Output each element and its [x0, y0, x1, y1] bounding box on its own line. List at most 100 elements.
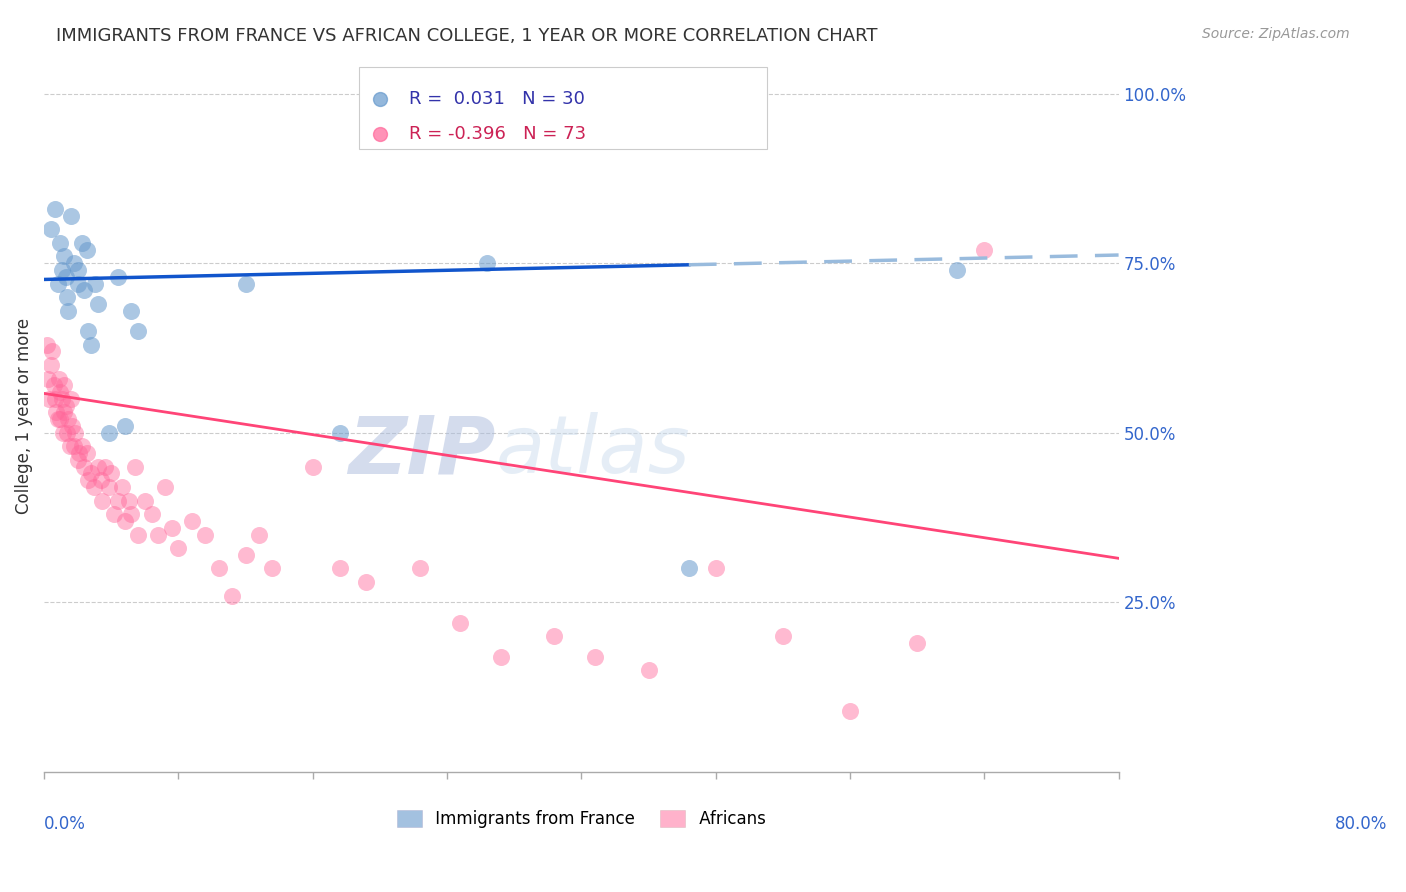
Point	[76, 446, 98, 460]
Point	[80, 467, 103, 481]
Point	[62, 439, 84, 453]
Point	[103, 507, 125, 521]
Point	[127, 527, 149, 541]
Point	[77, 324, 100, 338]
Point	[41, 344, 63, 359]
Point	[87, 297, 110, 311]
Point	[477, 256, 499, 270]
Point	[97, 425, 120, 440]
Point	[120, 303, 142, 318]
Point	[53, 249, 76, 263]
Point	[52, 425, 75, 440]
Text: ZIP: ZIP	[349, 412, 495, 491]
Point	[93, 459, 115, 474]
Point	[89, 473, 111, 487]
Point	[208, 561, 231, 575]
Point	[329, 561, 352, 575]
Point	[356, 575, 378, 590]
Point	[80, 337, 103, 351]
Point	[301, 459, 323, 474]
Point	[704, 561, 727, 575]
Point	[194, 527, 217, 541]
Point	[167, 541, 190, 556]
Point	[221, 589, 243, 603]
Point	[51, 263, 73, 277]
Bar	[359, 67, 768, 149]
Point	[114, 514, 136, 528]
Point	[114, 419, 136, 434]
Point	[67, 446, 90, 460]
Text: R = -0.396   N = 73: R = -0.396 N = 73	[409, 126, 586, 144]
Text: 80.0%: 80.0%	[1334, 814, 1388, 833]
Point	[48, 371, 70, 385]
Point	[62, 256, 84, 270]
Point	[46, 277, 69, 291]
Point	[118, 493, 141, 508]
Point	[247, 527, 270, 541]
Point	[124, 459, 146, 474]
Point	[134, 493, 156, 508]
Point	[59, 439, 82, 453]
Point	[49, 235, 72, 250]
Point	[90, 493, 112, 508]
Point	[489, 649, 512, 664]
Point	[153, 480, 176, 494]
Text: atlas: atlas	[495, 412, 690, 491]
Point	[55, 399, 77, 413]
Point	[637, 663, 659, 677]
Point	[973, 243, 995, 257]
Point	[450, 615, 472, 630]
Point	[839, 704, 862, 718]
Point	[66, 263, 89, 277]
Point	[63, 425, 86, 440]
Point	[235, 277, 257, 291]
Point	[97, 480, 120, 494]
Point	[53, 405, 76, 419]
Point	[141, 507, 163, 521]
Point	[73, 283, 96, 297]
Point	[235, 548, 257, 562]
Point	[100, 467, 122, 481]
Text: Source: ZipAtlas.com: Source: ZipAtlas.com	[1202, 27, 1350, 41]
Point	[160, 521, 183, 535]
Point	[70, 439, 93, 453]
Point	[39, 222, 62, 236]
Point	[77, 473, 100, 487]
Point	[76, 243, 98, 257]
Point	[87, 459, 110, 474]
Text: IMMIGRANTS FROM FRANCE VS AFRICAN COLLEGE, 1 YEAR OR MORE CORRELATION CHART: IMMIGRANTS FROM FRANCE VS AFRICAN COLLEG…	[56, 27, 877, 45]
Point	[66, 277, 89, 291]
Point	[42, 378, 65, 392]
Point	[107, 269, 129, 284]
Point	[58, 412, 80, 426]
Point	[49, 385, 72, 400]
Point	[59, 209, 82, 223]
Point	[83, 480, 105, 494]
Point	[38, 392, 60, 406]
Y-axis label: College, 1 year or more: College, 1 year or more	[15, 318, 32, 514]
Text: 0.0%: 0.0%	[44, 814, 86, 833]
Point	[73, 459, 96, 474]
Point	[58, 303, 80, 318]
Point	[49, 412, 72, 426]
Point	[37, 371, 59, 385]
Point	[44, 202, 66, 216]
Point	[53, 378, 76, 392]
Point	[107, 493, 129, 508]
Text: R =  0.031   N = 30: R = 0.031 N = 30	[409, 90, 585, 108]
Point	[946, 263, 969, 277]
Point	[180, 514, 202, 528]
Point	[120, 507, 142, 521]
Point	[46, 412, 69, 426]
Point	[60, 419, 83, 434]
Point	[262, 561, 284, 575]
Point	[55, 269, 77, 284]
Point	[70, 235, 93, 250]
Point	[543, 629, 565, 643]
Point	[329, 425, 352, 440]
Point	[409, 561, 432, 575]
Point	[127, 324, 149, 338]
Point	[583, 649, 606, 664]
Point	[678, 561, 700, 575]
Point	[772, 629, 794, 643]
